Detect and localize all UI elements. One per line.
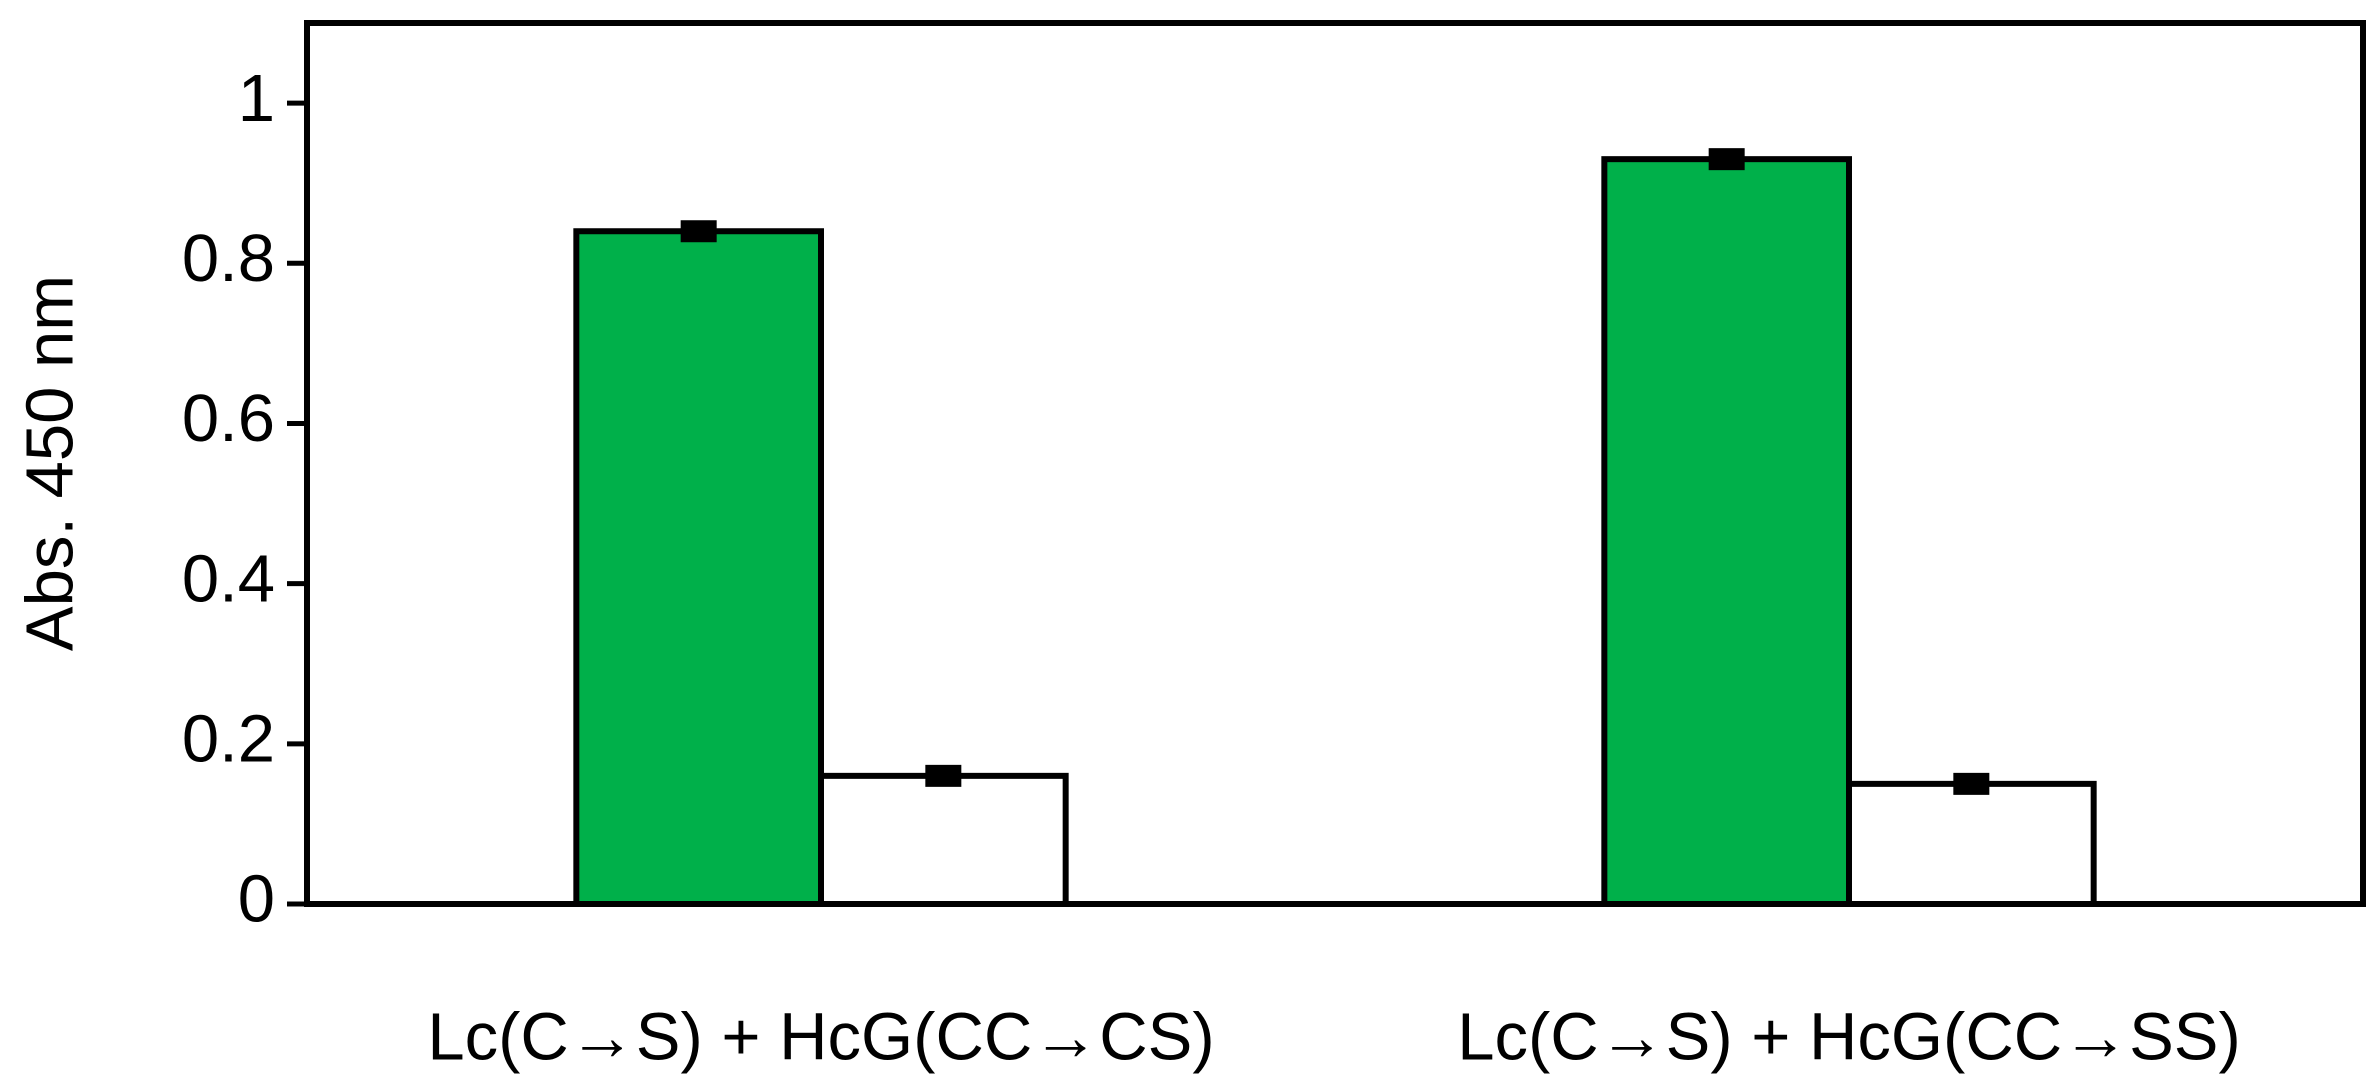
error-bar: [925, 764, 962, 787]
bar: [818, 772, 1069, 908]
y-tick-label: 0.2: [182, 702, 275, 777]
error-bar: [680, 220, 717, 243]
x-tick-label: Lc(C→S) + HcG(CC→CS): [427, 1000, 1214, 1075]
y-tick-label: 0: [238, 862, 275, 937]
y-tick-label: 0.4: [182, 541, 275, 616]
y-axis-label: Abs. 450 nm: [13, 275, 88, 651]
error-bar: [1708, 148, 1745, 171]
bar: [1601, 156, 1853, 907]
y-tick-label: 0.8: [182, 221, 275, 296]
bar: [1846, 780, 2097, 908]
y-tick-label: 0.6: [182, 381, 275, 456]
plot-frame: [304, 20, 2366, 907]
bar: [573, 228, 824, 907]
x-tick-label: Lc(C→S) + HcG(CC→SS): [1457, 1000, 2241, 1075]
y-tick-label: 1: [238, 61, 275, 136]
error-bar: [1953, 772, 1990, 795]
